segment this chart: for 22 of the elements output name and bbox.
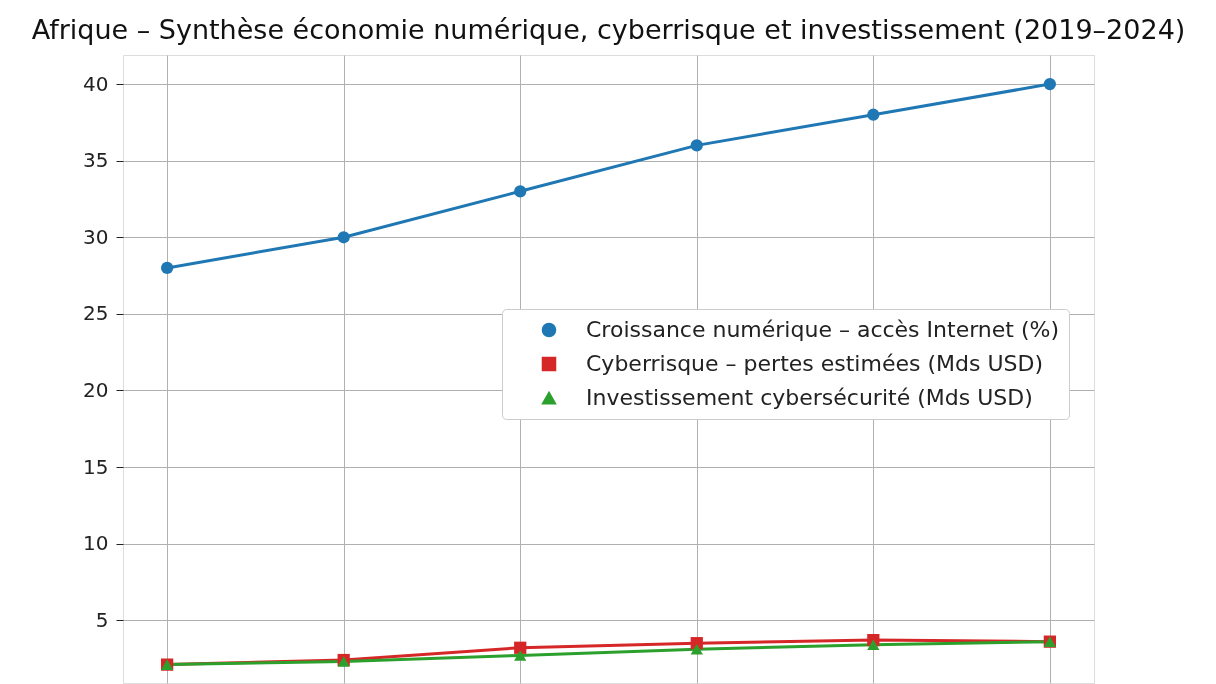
y-tick-label: 40: [83, 71, 109, 96]
point: [867, 108, 880, 121]
chart-title: Afrique – Synthèse économie numérique, cyberrisque et investissement (2019–2024): [31, 14, 1186, 45]
point: [514, 185, 527, 198]
legend-label: Investissement cybersécurité (Mds USD): [586, 385, 1033, 410]
y-tick-label: 15: [83, 454, 109, 479]
y-tick-label: 5: [95, 607, 109, 632]
point: [1043, 77, 1056, 91]
point: [161, 261, 174, 275]
point: [514, 650, 527, 661]
point: [690, 644, 703, 655]
point: [337, 231, 350, 244]
y-tick-label: 35: [83, 148, 109, 173]
y-tick-label: 20: [83, 377, 109, 402]
y-tick-label: 10: [83, 531, 109, 556]
point: [514, 641, 527, 654]
legend-label: Cyberrisque – pertes estimées (Mds USD): [586, 351, 1044, 376]
legend-label: Croissance numérique – accès Internet (%): [586, 317, 1059, 342]
point: [690, 139, 703, 152]
point: [867, 639, 880, 651]
y-tick-label: 25: [83, 301, 109, 326]
y-tick-label: 30: [83, 224, 109, 249]
